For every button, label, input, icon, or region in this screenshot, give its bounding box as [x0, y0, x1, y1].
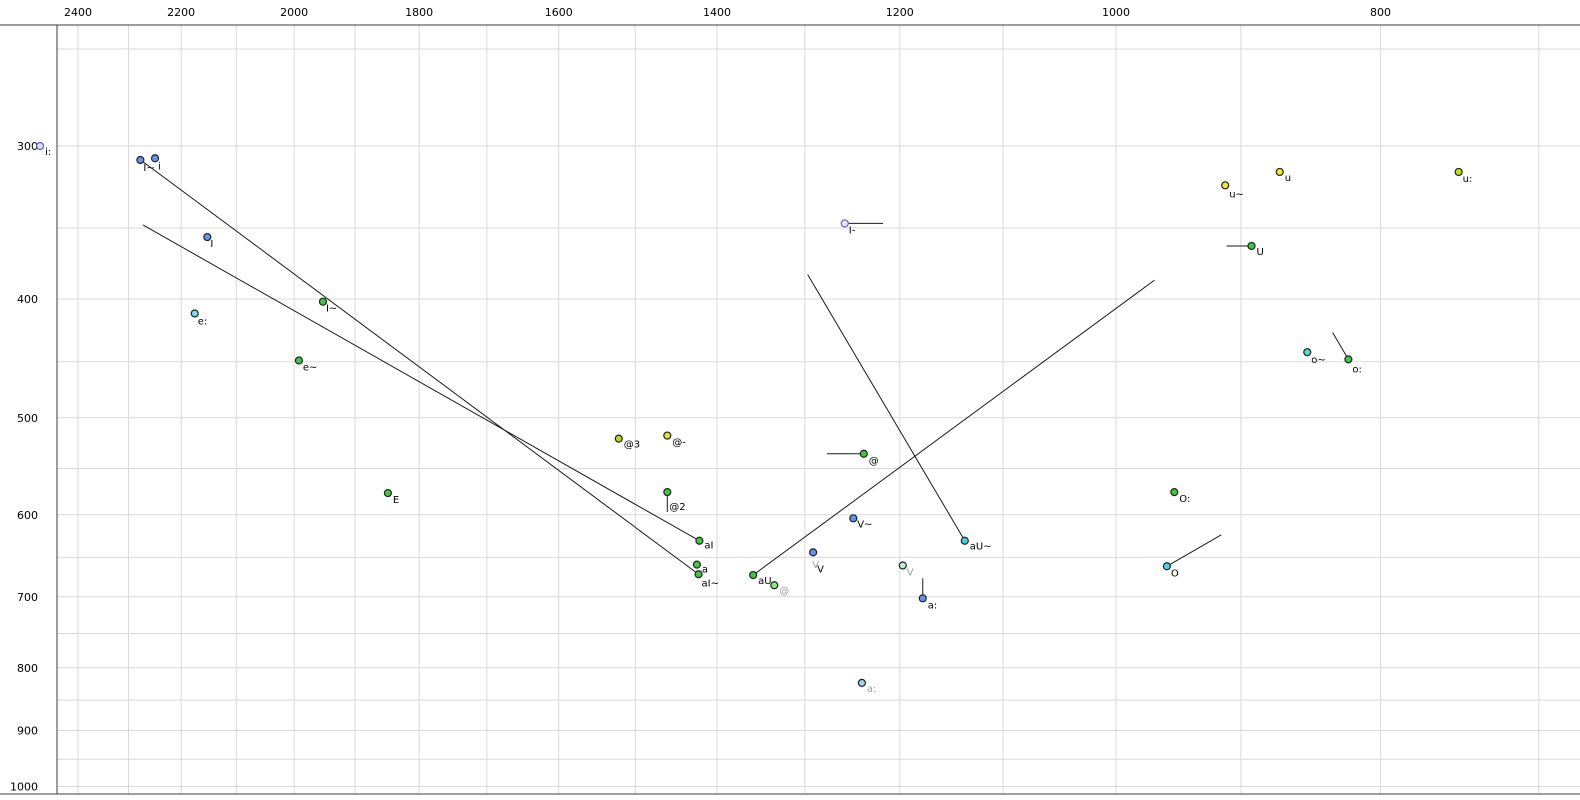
point-label: e:: [198, 316, 208, 327]
x-tick-label: 1200: [886, 6, 914, 19]
data-point-u:[interactable]: [1454, 167, 1463, 177]
data-point-aI[interactable]: [695, 536, 704, 545]
point-label: aU: [758, 576, 771, 587]
data-point-V[interactable]: [809, 548, 818, 557]
point-label: aI~: [702, 578, 719, 589]
x-tick-label: 2000: [280, 6, 308, 19]
data-point-aU[interactable]: [749, 570, 758, 580]
data-point-@[interactable]: [770, 581, 779, 590]
point-label: @-: [672, 438, 686, 449]
point-label: @3: [624, 440, 640, 451]
data-point-@2[interactable]: [663, 488, 672, 497]
point-label: aU~: [970, 542, 992, 553]
point-label: u: [1285, 173, 1291, 184]
point-label: V: [907, 567, 914, 578]
x-tick-label: 800: [1370, 6, 1391, 19]
y-tick-label: 700: [17, 591, 38, 604]
x-tick-label: 1800: [405, 6, 433, 19]
point-label: @: [869, 456, 879, 467]
data-point-@[interactable]: [859, 449, 868, 458]
data-point-I-[interactable]: [840, 219, 849, 228]
x-tick-label: 2400: [64, 6, 92, 19]
point-label: I~: [326, 304, 337, 315]
point-label: I-: [849, 225, 856, 236]
point-label: E: [393, 495, 399, 506]
point-label: i: [158, 161, 161, 172]
data-point-u[interactable]: [1275, 167, 1284, 177]
point-label: @: [779, 586, 789, 597]
y-tick-label: 400: [17, 293, 38, 306]
point-label: U: [1256, 247, 1263, 258]
x-tick-label: 1600: [545, 6, 573, 19]
trajectory-line: [807, 274, 966, 541]
data-point-@-[interactable]: [663, 431, 672, 440]
point-label: aI: [704, 541, 713, 552]
data-point-I~[interactable]: [136, 155, 145, 165]
point-label: I: [210, 239, 213, 250]
point-label: V~: [857, 519, 872, 530]
x-tick-label: 1000: [1102, 6, 1130, 19]
point-label: o:: [1352, 364, 1362, 375]
data-point-I~[interactable]: [318, 297, 328, 306]
data-point-a[interactable]: [692, 560, 701, 569]
trajectory-line: [1332, 332, 1349, 360]
y-tick-label: 600: [17, 509, 38, 522]
point-label: a:: [867, 684, 877, 695]
x-tick-label: 2200: [167, 6, 195, 19]
point-label: @2: [669, 502, 685, 513]
data-point-aU~[interactable]: [960, 536, 969, 545]
data-point-E[interactable]: [383, 488, 392, 498]
x-tick-label: 1400: [703, 6, 731, 19]
data-point-O:[interactable]: [1170, 488, 1179, 497]
point-label: V: [817, 564, 824, 575]
y-tick-label: 900: [17, 724, 38, 737]
data-point-o:[interactable]: [1344, 355, 1353, 364]
point-label: e~: [303, 363, 318, 374]
point-label: I~: [143, 163, 154, 174]
trajectory-line: [142, 224, 700, 542]
y-tick-label: 300: [17, 140, 38, 153]
data-point-@3[interactable]: [614, 434, 623, 443]
point-label: o~: [1311, 355, 1326, 366]
trajectory-line: [1166, 534, 1222, 567]
point-label: O:: [1179, 494, 1190, 505]
point-label: u:: [1463, 174, 1473, 185]
point-label: a:: [928, 600, 938, 611]
point-label: a: [702, 565, 708, 576]
data-point-aI~[interactable]: [694, 570, 703, 579]
y-tick-label: 500: [17, 412, 38, 425]
data-point-O[interactable]: [1162, 562, 1171, 571]
trajectory-line: [142, 161, 699, 575]
data-point-o~[interactable]: [1303, 348, 1312, 357]
data-point-V[interactable]: [898, 561, 907, 570]
point-label: i:: [45, 147, 51, 158]
extra-label: V: [812, 560, 819, 571]
data-point-a:[interactable]: [857, 678, 866, 687]
data-point-i[interactable]: [150, 154, 160, 163]
data-point-i:[interactable]: [35, 141, 45, 151]
y-tick-label: 1000: [10, 781, 38, 794]
point-label: O: [1171, 568, 1179, 579]
data-point-e~[interactable]: [294, 356, 304, 365]
y-tick-label: 800: [17, 662, 38, 675]
data-point-U[interactable]: [1247, 241, 1256, 251]
trajectory-line: [752, 279, 1155, 576]
data-point-u~[interactable]: [1221, 181, 1230, 190]
data-point-a:[interactable]: [918, 594, 927, 603]
point-label: u~: [1229, 189, 1244, 200]
data-point-V~[interactable]: [849, 514, 858, 523]
data-point-I[interactable]: [203, 232, 212, 242]
data-point-e:[interactable]: [190, 309, 199, 318]
